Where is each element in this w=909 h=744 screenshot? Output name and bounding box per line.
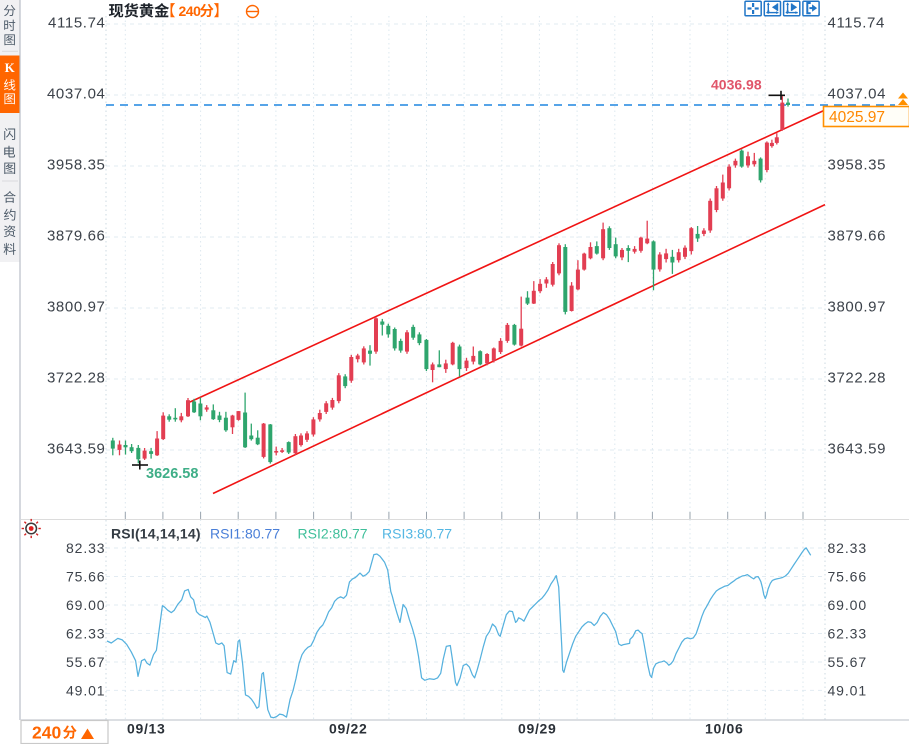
svg-text:3722.28: 3722.28: [47, 369, 106, 386]
svg-text:69.00: 69.00: [66, 597, 106, 613]
svg-text:55.67: 55.67: [828, 654, 868, 670]
svg-text:10/06: 10/06: [705, 721, 744, 737]
svg-text:55.67: 55.67: [66, 654, 106, 670]
svg-text:09/13: 09/13: [127, 721, 166, 737]
svg-text:3958.35: 3958.35: [47, 156, 106, 173]
svg-text:49.01: 49.01: [66, 682, 106, 698]
svg-text:69.00: 69.00: [828, 597, 868, 613]
svg-text:75.66: 75.66: [828, 569, 868, 585]
svg-text:4037.04: 4037.04: [828, 85, 887, 102]
svg-text:09/22: 09/22: [329, 721, 368, 737]
svg-text:3626.58: 3626.58: [146, 466, 198, 482]
svg-text:62.33: 62.33: [828, 626, 868, 642]
svg-text:4025.97: 4025.97: [829, 109, 885, 126]
svg-text:3722.28: 3722.28: [828, 369, 887, 386]
svg-text:4115.74: 4115.74: [828, 14, 885, 31]
svg-text:09/29: 09/29: [518, 721, 557, 737]
svg-text:82.33: 82.33: [828, 540, 868, 556]
svg-text:RSI(14,14,14): RSI(14,14,14): [111, 526, 201, 542]
svg-text:49.01: 49.01: [828, 682, 868, 698]
svg-text:RSI1:80.77: RSI1:80.77: [210, 526, 280, 542]
svg-text:3643.59: 3643.59: [47, 440, 106, 457]
svg-text:RSI2:80.77: RSI2:80.77: [298, 526, 368, 542]
svg-text:3800.97: 3800.97: [828, 298, 887, 315]
svg-text:240: 240: [32, 723, 61, 743]
svg-text:3958.35: 3958.35: [828, 156, 887, 173]
svg-text:RSI3:80.77: RSI3:80.77: [382, 526, 452, 542]
svg-text:240: 240: [179, 3, 202, 19]
svg-text:4115.74: 4115.74: [48, 14, 105, 31]
svg-text:62.33: 62.33: [66, 626, 106, 642]
svg-text:3643.59: 3643.59: [828, 440, 887, 457]
svg-text:4036.98: 4036.98: [711, 77, 762, 93]
svg-text:3800.97: 3800.97: [47, 298, 106, 315]
svg-text:K: K: [5, 60, 16, 75]
svg-text:75.66: 75.66: [66, 569, 106, 585]
svg-text:4037.04: 4037.04: [47, 85, 106, 102]
svg-text:3879.66: 3879.66: [47, 227, 106, 244]
svg-text:82.33: 82.33: [66, 540, 106, 556]
svg-text:3879.66: 3879.66: [828, 227, 887, 244]
